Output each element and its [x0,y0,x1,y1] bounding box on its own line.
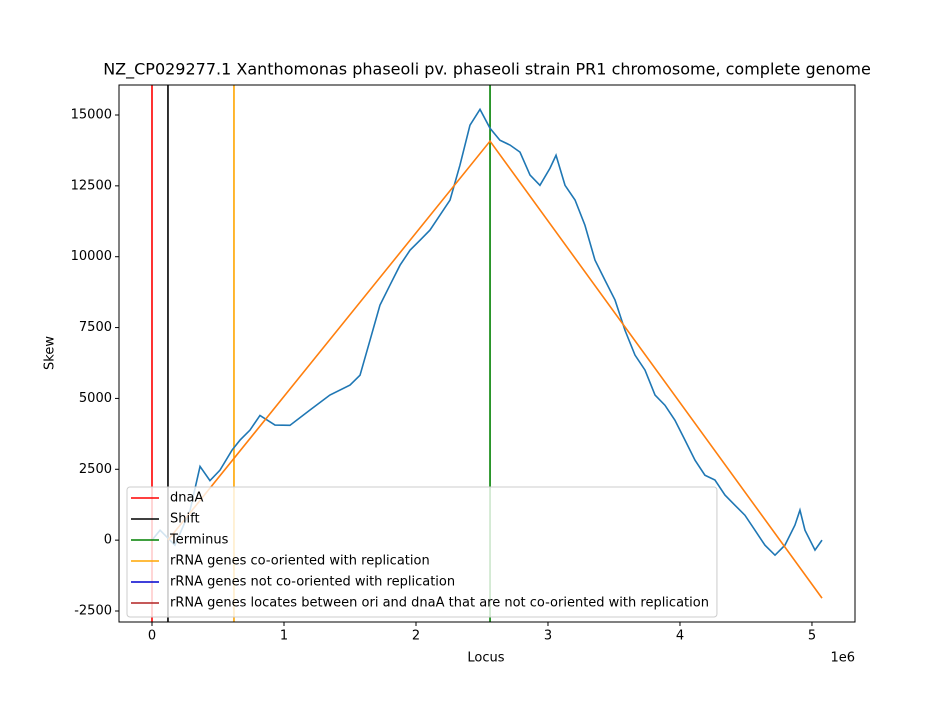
x-tick-label: 4 [676,629,684,644]
legend-label: Terminus [169,533,229,548]
legend-label: rRNA genes not co-oriented with replicat… [170,575,455,590]
y-tick-label: -2500 [74,604,112,619]
x-axis-label: Locus [467,651,504,666]
y-tick-label: 5000 [79,391,112,406]
y-tick-label: 7500 [79,320,112,335]
x-tick-label: 2 [412,629,420,644]
legend-label: rRNA genes co-oriented with replication [170,554,430,569]
legend-label: rRNA genes locates between ori and dnaA … [170,596,709,611]
x-tick-label: 5 [808,629,816,644]
legend: dnaA Shift Terminus rRNA genes co-oriented … [126,486,718,618]
legend-label: Shift [170,512,200,527]
x-offset-label: 1e6 [830,651,855,666]
plot-frame [118,84,856,623]
y-tick-label: 2500 [79,462,112,477]
chart-title: NZ_CP029277.1 Xanthomonas phaseoli pv. p… [103,60,871,80]
y-axis-label: Skew [43,336,58,370]
x-tick-label: 1 [280,629,288,644]
line-series [151,107,823,557]
y-tick-label: 0 [104,533,112,548]
y-tick-label: 15000 [71,107,112,122]
y-tick-label: 10000 [71,249,112,264]
x-tick-label: 0 [148,629,156,644]
y-tick-label: 12500 [71,178,112,193]
legend-label: dnaA [170,491,203,506]
line-series [167,139,823,599]
x-tick-label: 3 [544,629,552,644]
legend-box [126,486,718,618]
